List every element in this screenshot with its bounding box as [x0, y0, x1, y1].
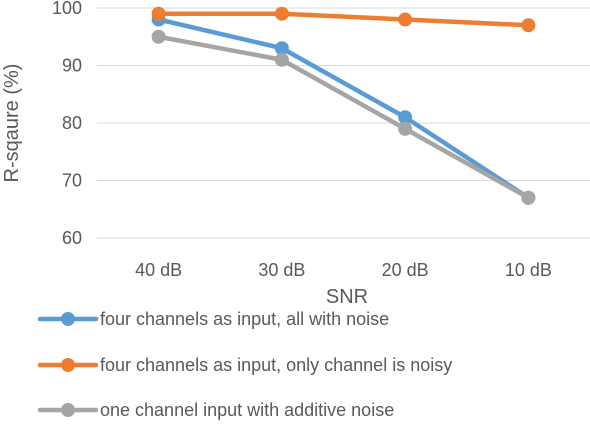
x-tick-label: 30 dB: [258, 260, 305, 280]
data-point: [151, 29, 166, 44]
legend-marker: [61, 358, 75, 372]
gridlines: [97, 7, 590, 239]
legend-item: four channels as input, only channel is …: [37, 355, 452, 375]
legend-label: one channel input with additive noise: [100, 400, 394, 420]
data-point: [398, 12, 413, 27]
legend-item: one channel input with additive noise: [37, 400, 394, 420]
data-point: [521, 18, 536, 33]
legend-item: four channels as input, all with noise: [37, 309, 389, 329]
data-point: [274, 6, 289, 21]
x-tick-labels: 40 dB 30 dB 20 dB 10 dB: [135, 260, 552, 280]
legend-marker: [61, 312, 75, 326]
x-tick-label: 20 dB: [382, 260, 429, 280]
series-3: [151, 29, 536, 205]
x-tick-label: 40 dB: [135, 260, 182, 280]
series-line: [156, 17, 531, 200]
y-tick-labels: 60 70 80 90 100: [52, 0, 82, 248]
y-tick-label: 100: [52, 0, 82, 18]
y-tick-label: 60: [62, 228, 82, 248]
series-1: [151, 12, 536, 205]
series-lines: [151, 6, 536, 205]
legend-label: four channels as input, all with noise: [100, 309, 389, 329]
y-axis-title: R-sqaure (%): [1, 64, 23, 183]
x-tick-label: 10 dB: [505, 260, 552, 280]
legend-label: four channels as input, only channel is …: [100, 355, 452, 375]
data-point: [398, 121, 413, 136]
x-axis-title: SNR: [326, 286, 368, 308]
data-point: [521, 190, 536, 205]
data-point: [151, 6, 166, 21]
series-2: [151, 6, 536, 33]
y-tick-label: 90: [62, 56, 82, 76]
series-line: [156, 11, 531, 28]
data-point: [274, 41, 289, 56]
data-point: [274, 52, 289, 67]
y-tick-label: 80: [62, 113, 82, 133]
y-tick-label: 70: [62, 171, 82, 191]
data-point: [398, 110, 413, 125]
legend: four channels as input, all with noise fo…: [37, 309, 452, 420]
series-line: [156, 34, 531, 200]
legend-marker: [61, 403, 75, 417]
